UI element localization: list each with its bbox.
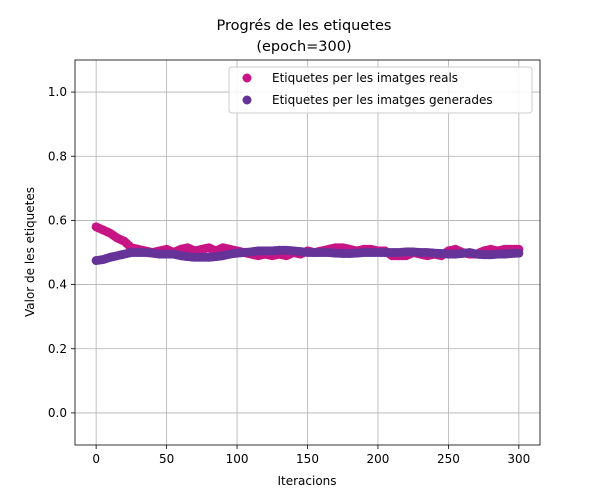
legend-label-reals: Etiquetes per les imatges reals [272, 71, 458, 85]
x-axis-label: Iteracions [277, 474, 336, 488]
legend: Etiquetes per les imatges reals Etiquete… [228, 66, 533, 114]
x-tick-label: 0 [92, 452, 100, 466]
series-generades [91, 245, 524, 266]
x-tick-label: 300 [507, 452, 530, 466]
legend-box [228, 66, 533, 114]
legend-marker-generades [242, 95, 252, 105]
y-tick-label: 0.4 [48, 278, 67, 292]
x-tick-label: 100 [226, 452, 249, 466]
y-tick-label: 1.0 [48, 85, 67, 99]
y-axis-label: Valor de les etiquetes [23, 187, 37, 317]
y-tick-label: 0.6 [48, 213, 67, 227]
point-generades [514, 248, 524, 258]
x-tick-label: 50 [159, 452, 174, 466]
chart-title: Progrés de les etiquetes [217, 18, 392, 34]
axis-ticks: 0 50 100 150 200 250 300 0.0 0.2 0.4 0.6 0.8 1.0 [48, 85, 530, 466]
chart-subtitle: (epoch=300) [256, 39, 351, 55]
legend-marker-reals [242, 73, 252, 83]
y-tick-label: 0.0 [48, 406, 67, 420]
x-tick-label: 250 [437, 452, 460, 466]
y-tick-label: 0.8 [48, 149, 67, 163]
x-tick-label: 200 [367, 452, 390, 466]
data-points [91, 222, 524, 266]
x-tick-label: 150 [296, 452, 319, 466]
y-tick-label: 0.2 [48, 342, 67, 356]
legend-label-generades: Etiquetes per les imatges generades [272, 93, 493, 107]
